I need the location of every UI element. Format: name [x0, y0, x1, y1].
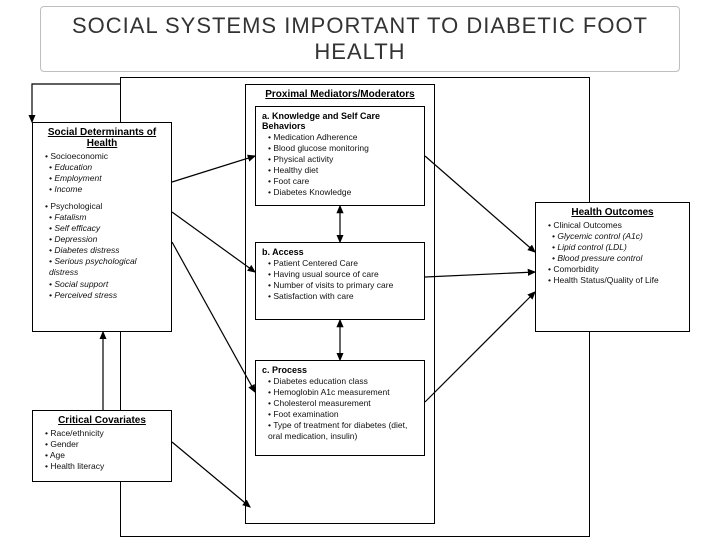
- title-frame: SOCIAL SYSTEMS IMPORTANT TO DIABETIC FOO…: [40, 6, 680, 72]
- page-title: SOCIAL SYSTEMS IMPORTANT TO DIABETIC FOO…: [41, 13, 679, 65]
- flow-diagram: Social Determinants of Health Socioecono…: [0, 72, 720, 542]
- arrows-layer: [0, 72, 720, 542]
